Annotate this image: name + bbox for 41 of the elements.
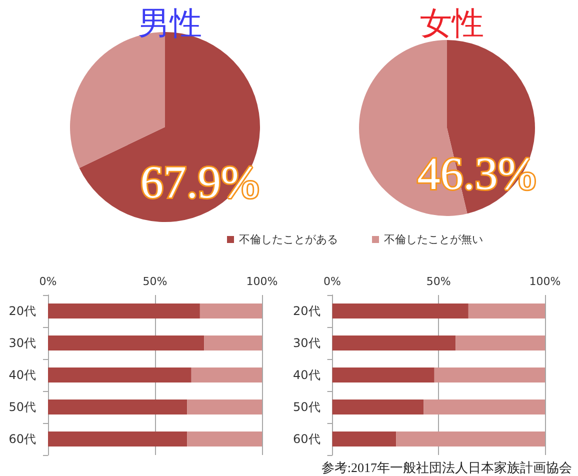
bar [332, 336, 456, 350]
y-tick-label: 30代 [8, 336, 36, 350]
x-tick-label: 0% [324, 275, 341, 288]
y-tick-label: 20代 [292, 304, 320, 318]
slice-label: 女性 [420, 4, 484, 42]
y-tick-label: 60代 [292, 432, 320, 446]
x-tick-label: 100% [246, 275, 278, 288]
bar [191, 368, 262, 382]
bar [332, 368, 434, 382]
bar [200, 304, 262, 318]
slice-label: 男性 [138, 4, 202, 42]
bar [48, 432, 188, 446]
legend-label: 不倫したことがある [239, 233, 338, 246]
bar [396, 432, 545, 446]
bar [468, 304, 545, 318]
bar [332, 304, 468, 318]
y-tick-label: 60代 [8, 432, 36, 446]
y-tick-label: 30代 [292, 336, 320, 350]
y-tick-label: 20代 [8, 304, 36, 318]
bar [48, 336, 204, 350]
bar [456, 336, 545, 350]
bar [48, 400, 188, 414]
x-tick-label: 0% [39, 275, 57, 288]
bar [187, 400, 262, 414]
y-tick-label: 40代 [292, 368, 320, 382]
x-tick-label: 100% [529, 275, 561, 288]
bar [204, 336, 262, 350]
text: 参考:2017年一般社団法人日本家族計画協会 [321, 460, 572, 475]
bar [434, 368, 545, 382]
bar [332, 432, 396, 446]
bar [48, 304, 200, 318]
x-tick-label: 50% [426, 275, 451, 288]
legend-label: 不倫したことが無い [384, 233, 483, 246]
y-tick-label: 50代 [8, 400, 36, 414]
y-tick-label: 40代 [8, 368, 36, 382]
bar [48, 368, 192, 382]
bar [332, 400, 424, 414]
bar [424, 400, 545, 414]
y-tick-label: 50代 [292, 400, 320, 414]
bar [187, 432, 262, 446]
x-tick-label: 50% [142, 275, 168, 288]
